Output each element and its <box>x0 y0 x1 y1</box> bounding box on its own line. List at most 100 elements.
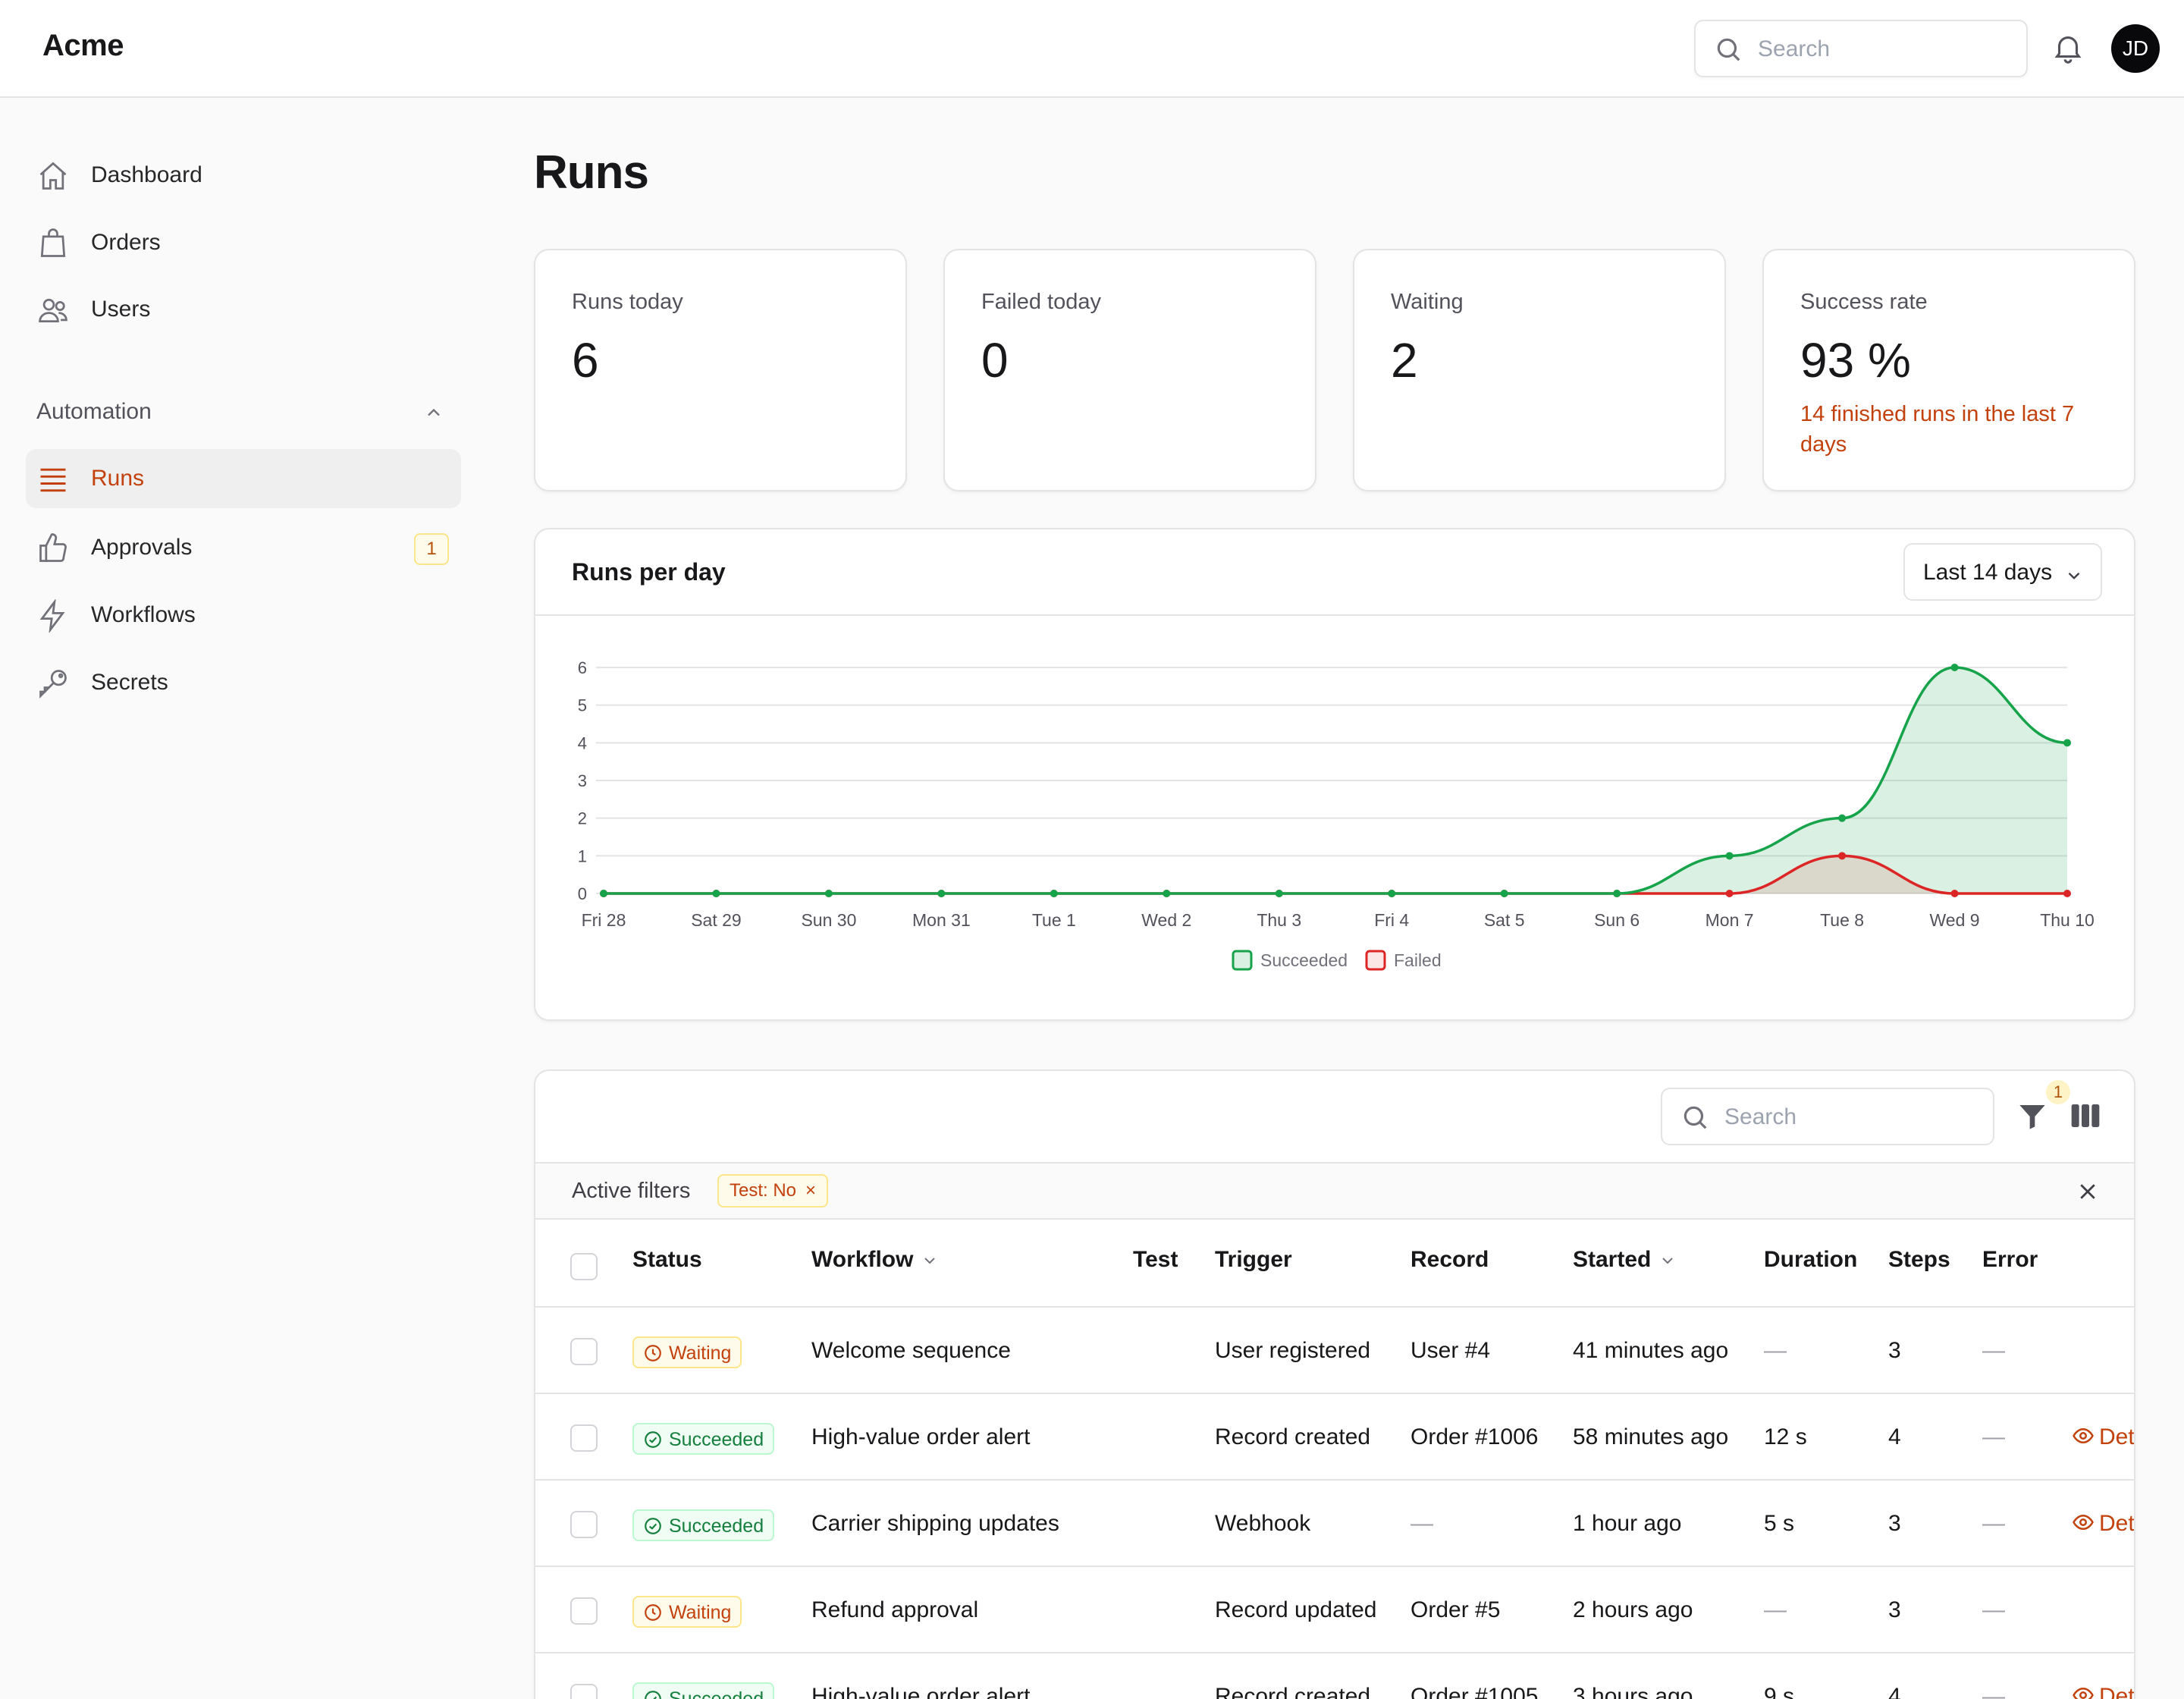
select-all-checkbox[interactable] <box>570 1253 598 1280</box>
legend-label: Succeeded <box>1260 950 1348 970</box>
column-header-record[interactable]: Record <box>1410 1247 1489 1272</box>
lightning-icon <box>39 599 65 633</box>
record-cell[interactable]: Order #1005 <box>1410 1684 1539 1699</box>
column-header-status[interactable]: Status <box>632 1247 702 1272</box>
column-header-duration[interactable]: Duration <box>1764 1247 1858 1272</box>
data-point <box>2063 890 2071 897</box>
sidebar-item-runs[interactable]: Runs <box>26 449 461 508</box>
details-link[interactable]: Details <box>2072 1511 2134 1537</box>
home-icon <box>39 162 67 190</box>
steps-cell: 4 <box>1888 1684 1901 1699</box>
row-checkbox[interactable] <box>570 1684 598 1699</box>
details-link[interactable]: Details <box>2072 1684 2135 1699</box>
sidebar-item-label: Orders <box>91 230 161 255</box>
started-cell: 58 minutes ago <box>1573 1424 1729 1449</box>
row-checkbox[interactable] <box>570 1424 598 1452</box>
y-tick-label: 2 <box>578 809 587 828</box>
data-point <box>937 890 946 897</box>
column-header-trigger[interactable]: Trigger <box>1215 1247 1292 1272</box>
x-tick-label: Wed 9 <box>1930 910 1980 930</box>
status-label: Succeeded <box>669 1688 764 1699</box>
x-tick-label: Sun 6 <box>1594 910 1640 930</box>
workflow-cell: Welcome sequence <box>811 1338 1011 1363</box>
row-checkbox[interactable] <box>570 1511 598 1538</box>
data-point <box>1950 890 1959 897</box>
sidebar-item-approvals[interactable]: Approvals 1 <box>26 518 461 577</box>
details-label: Details <box>2099 1684 2135 1699</box>
workflow-cell: High-value order alert <box>811 1684 1031 1699</box>
x-tick-label: Sat 29 <box>691 910 742 930</box>
data-point <box>1838 852 1847 860</box>
columns-icon[interactable] <box>2070 1103 2101 1129</box>
close-icon[interactable] <box>2076 1180 2099 1203</box>
sidebar-item-workflows[interactable]: Workflows <box>26 586 461 645</box>
date-range-select[interactable]: Last 14 days <box>1903 543 2102 601</box>
column-header-label: Started <box>1573 1247 1652 1272</box>
stat-card-waiting: Waiting 2 <box>1353 249 1726 491</box>
record-cell[interactable]: Order #1006 <box>1410 1424 1539 1449</box>
started-cell: 41 minutes ago <box>1573 1338 1729 1363</box>
data-point <box>824 890 833 897</box>
thumbs-up-icon <box>39 533 67 562</box>
global-search-input[interactable]: Search <box>1694 20 2028 77</box>
chevron-up-icon[interactable] <box>423 402 444 423</box>
legend-label: Failed <box>1394 950 1442 970</box>
started-cell: 1 hour ago <box>1573 1511 1682 1536</box>
sidebar-item-orders[interactable]: Orders <box>26 213 461 272</box>
column-header-started[interactable]: Started <box>1573 1247 1677 1273</box>
column-header-steps[interactable]: Steps <box>1888 1247 1950 1272</box>
sidebar-item-secrets[interactable]: Secrets <box>26 653 461 712</box>
table-row[interactable]: Waiting Welcome sequence User registered… <box>535 1308 2134 1394</box>
table-search-input[interactable]: Search <box>1661 1088 1994 1145</box>
record-cell[interactable]: Order #5 <box>1410 1597 1501 1622</box>
column-header-test[interactable]: Test <box>1133 1247 1178 1272</box>
sidebar-item-dashboard[interactable]: Dashboard <box>26 146 461 205</box>
eye-icon <box>2073 1687 2094 1699</box>
stat-card-failed-today: Failed today 0 <box>943 249 1316 491</box>
column-header-label: Workflow <box>811 1247 914 1272</box>
data-point <box>1050 890 1058 897</box>
details-link[interactable]: Details <box>2072 1424 2134 1450</box>
table-row[interactable]: Succeeded High-value order alert Record … <box>535 1394 2134 1481</box>
duration-cell: 9 s <box>1764 1684 1795 1699</box>
table-row[interactable]: Succeeded High-value order alert Record … <box>535 1653 2134 1699</box>
data-point <box>1613 890 1621 897</box>
stat-value: 2 <box>1391 333 1418 388</box>
search-icon <box>1684 1106 1707 1129</box>
stat-card-runs-today: Runs today 6 <box>534 249 907 491</box>
stat-value: 6 <box>572 333 599 388</box>
sidebar-item-users[interactable]: Users <box>26 280 461 339</box>
series-line <box>604 666 2068 895</box>
filter-chip[interactable]: Test: No × <box>717 1174 829 1208</box>
user-avatar[interactable]: JD <box>2111 24 2160 73</box>
page-title: Runs <box>534 146 649 199</box>
brand-logo[interactable]: Acme <box>42 29 124 62</box>
data-point <box>600 890 607 897</box>
series-area <box>604 856 2067 893</box>
filter-icon[interactable] <box>2017 1101 2048 1132</box>
x-tick-label: Sun 30 <box>801 910 856 930</box>
stat-value: 93 % <box>1800 333 1911 388</box>
record-cell: — <box>1410 1511 1433 1536</box>
sidebar-item-label: Users <box>91 297 151 322</box>
trigger-cell: Record updated <box>1215 1597 1377 1622</box>
row-checkbox[interactable] <box>570 1338 598 1365</box>
table-row[interactable]: Succeeded Carrier shipping updates Webho… <box>535 1481 2134 1567</box>
stat-label: Waiting <box>1391 290 1464 314</box>
data-point <box>1838 814 1847 822</box>
table-row[interactable]: Waiting Refund approval Record updated O… <box>535 1567 2134 1653</box>
column-header-workflow[interactable]: Workflow <box>811 1247 939 1273</box>
runs-chart: 0 1 2 3 4 5 6 Fri 28 Sat 29 Sun 30 Mon 31 Tue 1 Wed … <box>578 658 2095 971</box>
search-icon <box>1717 38 1740 61</box>
status-label: Succeeded <box>669 1515 764 1537</box>
series-area <box>604 667 2067 893</box>
automation-section-label[interactable]: Automation <box>36 399 152 424</box>
remove-filter-icon[interactable]: × <box>805 1180 817 1201</box>
check-circle-icon <box>645 1431 661 1448</box>
row-checkbox[interactable] <box>570 1597 598 1625</box>
record-cell[interactable]: User #4 <box>1410 1338 1491 1363</box>
data-point <box>1950 664 1959 671</box>
bell-icon[interactable] <box>2051 30 2085 65</box>
column-header-error[interactable]: Error <box>1982 1247 2038 1272</box>
error-cell: — <box>1982 1338 2005 1363</box>
